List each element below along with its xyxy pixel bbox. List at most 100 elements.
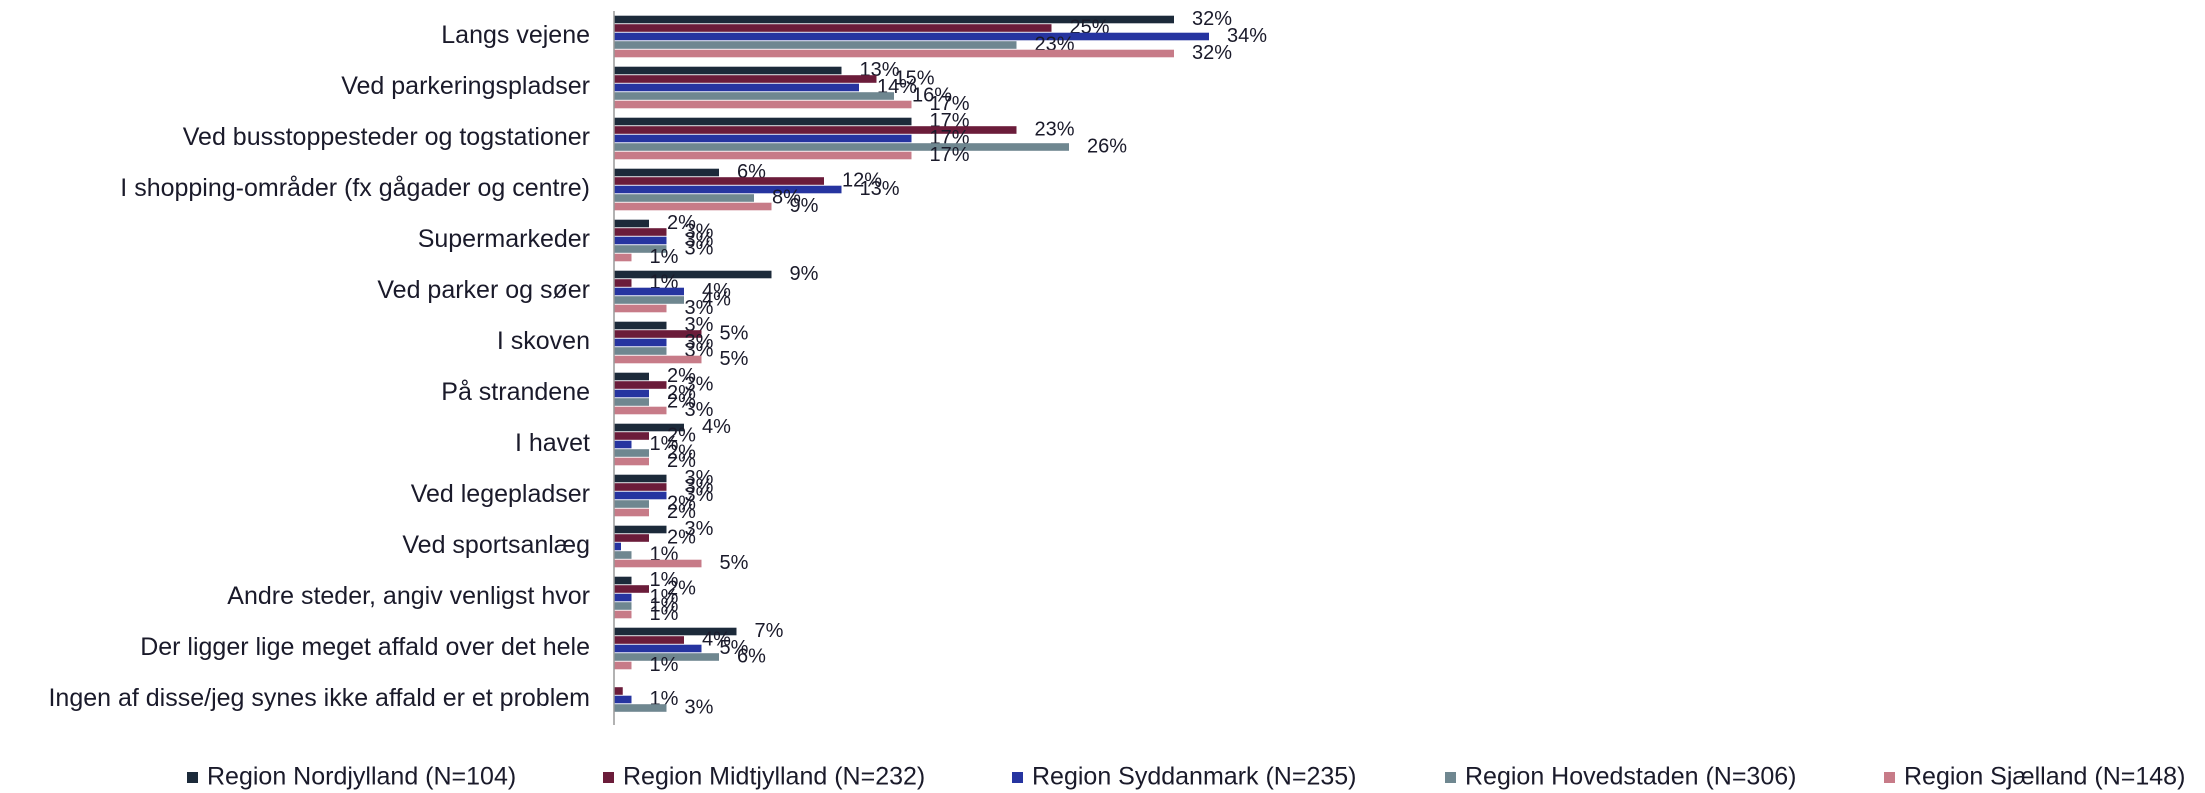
value-label: 1% <box>650 654 679 676</box>
value-label: 5% <box>720 322 749 344</box>
bar <box>614 406 667 415</box>
value-label: 9% <box>790 263 819 285</box>
bar <box>614 508 649 517</box>
bar <box>614 134 912 143</box>
bar <box>614 117 912 126</box>
value-label: 1% <box>650 569 679 591</box>
bar <box>614 449 649 457</box>
bar <box>614 542 621 551</box>
value-label: 3% <box>685 220 714 242</box>
category-label: På strandene <box>441 378 590 406</box>
legend-label: Region Nordjylland (N=104) <box>207 763 516 791</box>
bar <box>614 636 684 644</box>
value-label: 5% <box>720 552 749 574</box>
value-label: 3% <box>685 399 714 421</box>
value-label: 4% <box>702 628 731 650</box>
bar <box>614 185 842 194</box>
bar <box>614 49 1174 58</box>
category-label: Ved sportsanlæg <box>402 531 590 559</box>
bar <box>614 610 632 619</box>
category-label: Ved parker og søer <box>377 276 590 304</box>
bar <box>614 92 894 100</box>
value-label: 2% <box>667 390 696 412</box>
value-label: 17% <box>930 144 970 166</box>
value-label: 5% <box>720 637 749 659</box>
bar <box>614 151 912 160</box>
bar <box>614 687 623 695</box>
value-label: 32% <box>1192 8 1232 30</box>
bar <box>614 440 632 449</box>
bar <box>614 15 1174 24</box>
value-label: 2% <box>667 577 696 599</box>
bar <box>614 372 649 381</box>
bar <box>614 100 912 109</box>
value-label: 6% <box>737 645 766 667</box>
value-label: 2% <box>667 365 696 387</box>
bar <box>614 168 719 177</box>
value-label: 3% <box>685 331 714 353</box>
bar <box>614 304 667 313</box>
bar <box>614 627 737 636</box>
bar <box>614 219 649 228</box>
bar <box>614 661 632 670</box>
bar <box>614 228 667 236</box>
bar <box>614 585 649 593</box>
value-label: 1% <box>650 594 679 616</box>
bar <box>614 24 1052 32</box>
bar <box>614 287 684 296</box>
bar <box>614 347 667 355</box>
value-label: 1% <box>650 603 679 625</box>
value-label: 1% <box>650 246 679 268</box>
value-label: 4% <box>702 288 731 310</box>
bar <box>614 32 1209 41</box>
legend-label: Region Hovedstaden (N=306) <box>1465 763 1796 791</box>
value-label: 1% <box>650 586 679 608</box>
bar <box>614 534 649 542</box>
bar <box>614 398 649 406</box>
bar <box>614 457 649 466</box>
category-label: Supermarkeder <box>418 225 590 253</box>
value-label: 3% <box>685 518 714 540</box>
value-label: 3% <box>685 696 714 718</box>
legend-swatch <box>1012 772 1023 783</box>
value-label: 5% <box>720 348 749 370</box>
bar <box>614 194 754 202</box>
category-label: Ved legepladser <box>411 480 590 508</box>
category-label: I havet <box>515 429 590 457</box>
bar <box>614 66 842 75</box>
value-label: 4% <box>702 416 731 438</box>
legend-label: Region Midtjylland (N=232) <box>623 763 925 791</box>
value-label: 3% <box>685 237 714 259</box>
category-label: I skoven <box>497 327 590 355</box>
value-label: 8% <box>772 186 801 208</box>
value-label: 3% <box>685 467 714 489</box>
value-label: 23% <box>1035 118 1075 140</box>
bar <box>614 338 667 347</box>
bar <box>614 704 667 712</box>
bar <box>614 177 824 185</box>
category-label: Der ligger lige meget affald over det he… <box>140 633 590 661</box>
bar <box>614 389 649 398</box>
value-label: 9% <box>790 195 819 217</box>
category-label: Ved parkeringspladser <box>341 72 590 100</box>
legend-label: Region Syddanmark (N=235) <box>1032 763 1356 791</box>
value-label: 26% <box>1087 135 1127 157</box>
value-label: 2% <box>667 424 696 446</box>
bar <box>614 126 1017 134</box>
legend-swatch <box>1445 772 1456 783</box>
bar <box>614 381 667 389</box>
bar <box>614 202 772 211</box>
bar <box>614 245 667 253</box>
bar <box>614 270 772 279</box>
category-label: Ved busstoppesteder og togstationer <box>183 123 590 151</box>
bar <box>614 330 702 338</box>
category-label: Langs vejene <box>441 21 590 49</box>
value-label: 13% <box>860 178 900 200</box>
bar <box>614 236 667 245</box>
legend-swatch <box>603 772 614 783</box>
bar <box>614 644 702 653</box>
bar <box>614 83 859 92</box>
value-label: 2% <box>667 526 696 548</box>
value-label: 34% <box>1227 25 1267 47</box>
